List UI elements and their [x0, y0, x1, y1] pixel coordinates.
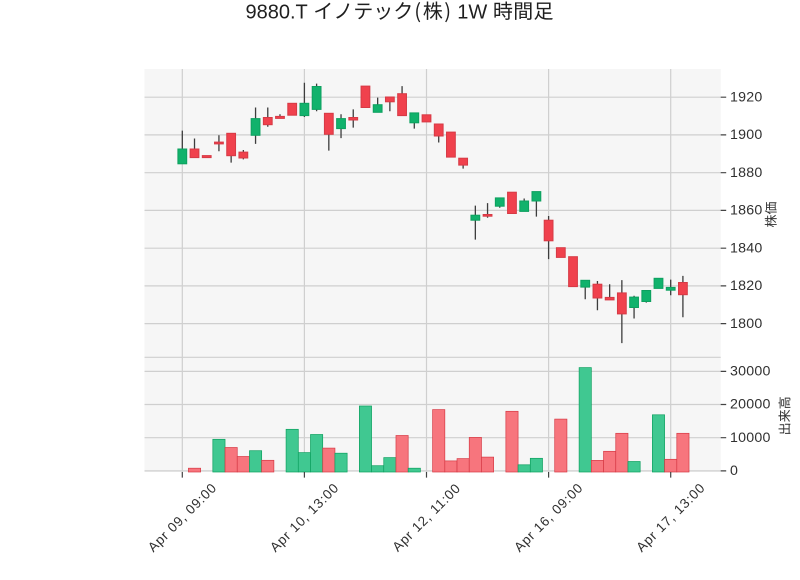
svg-text:20000: 20000	[730, 397, 771, 413]
svg-text:1920: 1920	[730, 89, 763, 105]
svg-text:0: 0	[730, 463, 738, 479]
svg-text:1880: 1880	[730, 165, 763, 181]
svg-text:9880.T: 9880.T	[246, 1, 308, 23]
svg-text:1840: 1840	[730, 240, 763, 256]
svg-text:10000: 10000	[730, 430, 771, 446]
svg-text:1820: 1820	[730, 278, 763, 294]
svg-text:1860: 1860	[730, 203, 763, 219]
svg-text:1900: 1900	[730, 127, 763, 143]
svg-text:30000: 30000	[730, 364, 771, 380]
svg-text:1800: 1800	[730, 316, 763, 332]
svg-text:1W: 1W	[457, 1, 487, 23]
